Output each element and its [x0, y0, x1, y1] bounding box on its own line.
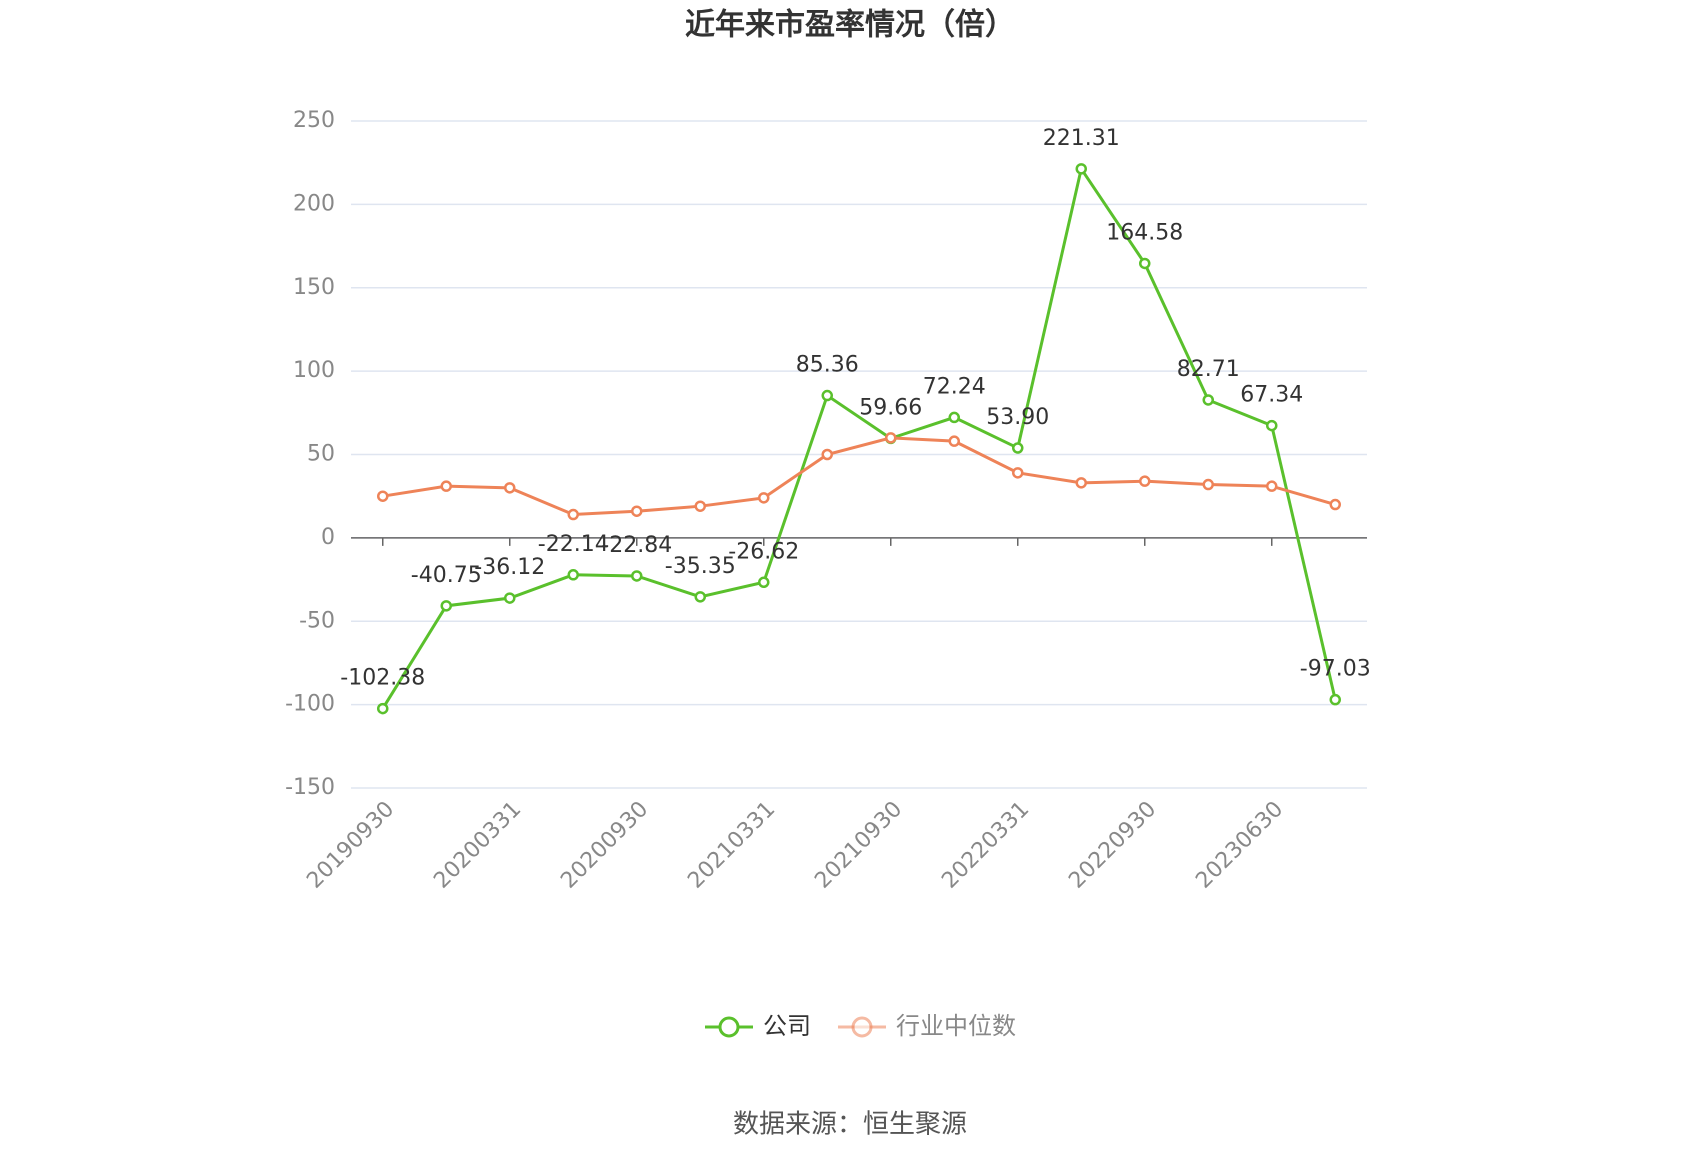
data-point: [948, 435, 960, 447]
data-label: 53.90: [986, 405, 1049, 430]
y-tick-label: 250: [293, 108, 335, 133]
x-tick-label: 20200930: [556, 797, 653, 894]
data-point: [631, 570, 643, 582]
y-tick-label: 100: [293, 358, 335, 383]
data-label: 164.58: [1106, 220, 1183, 245]
data-label: -35.35: [665, 554, 736, 579]
y-tick-label: -100: [285, 692, 335, 717]
legend-label: 公司: [763, 1012, 811, 1040]
data-point: [885, 432, 897, 444]
series-line: [382, 436, 1336, 517]
data-point: [440, 480, 452, 492]
data-label: -97.03: [1300, 657, 1371, 682]
data-point: [948, 411, 960, 424]
data-point: [504, 482, 516, 494]
x-tick-label: 20190930: [302, 797, 399, 894]
data-point: [567, 508, 579, 521]
data-label: 221.31: [1043, 126, 1120, 151]
data-point: [504, 592, 516, 604]
y-tick-label: -150: [285, 775, 335, 800]
legend-swatch-dot: [718, 1016, 740, 1038]
data-label: -22.14: [538, 532, 609, 557]
data-label: -22.84: [601, 533, 672, 558]
y-tick-label: 0: [321, 525, 335, 550]
data-point: [1012, 442, 1024, 454]
data-point: [1139, 475, 1151, 487]
series-line: [381, 165, 1337, 710]
y-tick-label: -50: [299, 608, 335, 633]
x-tick-label: 20210331: [683, 797, 780, 894]
x-tick-label: 20210930: [810, 797, 907, 894]
data-point: [1012, 467, 1024, 479]
x-tick-label: 20220930: [1064, 797, 1161, 894]
data-label: 67.34: [1240, 383, 1303, 408]
data-point: [1075, 477, 1087, 489]
data-point: [1202, 394, 1214, 406]
chart-title: 近年来市盈率情况（倍）: [685, 8, 1015, 43]
data-point: [821, 389, 833, 402]
data-label: 59.66: [859, 395, 922, 420]
data-point: [377, 490, 389, 502]
x-tick-label: 20200331: [429, 797, 526, 894]
data-label: 85.36: [796, 353, 859, 378]
data-label: -26.62: [728, 539, 799, 564]
data-label: -102.38: [340, 666, 425, 691]
data-point: [1139, 257, 1151, 270]
x-tick-label: 20230630: [1191, 797, 1288, 894]
data-point: [1266, 419, 1278, 432]
data-point: [1202, 478, 1214, 491]
legend-label: 行业中位数: [896, 1012, 1016, 1040]
data-point: [1329, 693, 1341, 706]
data-point: [377, 702, 389, 715]
data-point: [440, 600, 452, 612]
x-tick-label: 20220331: [937, 797, 1034, 894]
y-tick-label: 200: [293, 191, 335, 216]
data-point: [1075, 163, 1087, 175]
data-point: [1329, 498, 1341, 511]
data-point: [694, 500, 706, 512]
data-label: -40.75: [411, 563, 482, 588]
source-note: 数据来源：恒生聚源: [733, 1110, 967, 1140]
data-label: 82.71: [1177, 357, 1240, 382]
y-tick-label: 50: [307, 442, 335, 467]
data-point: [758, 576, 770, 589]
data-label: -36.12: [474, 555, 545, 580]
data-label: 72.24: [923, 374, 986, 399]
y-tick-label: 150: [293, 275, 335, 300]
data-point: [1266, 480, 1278, 492]
data-point: [758, 492, 770, 504]
legend-swatch-dot: [851, 1016, 873, 1038]
data-point: [694, 591, 706, 603]
data-point: [567, 569, 579, 581]
data-point: [821, 448, 833, 461]
data-point: [631, 505, 643, 517]
